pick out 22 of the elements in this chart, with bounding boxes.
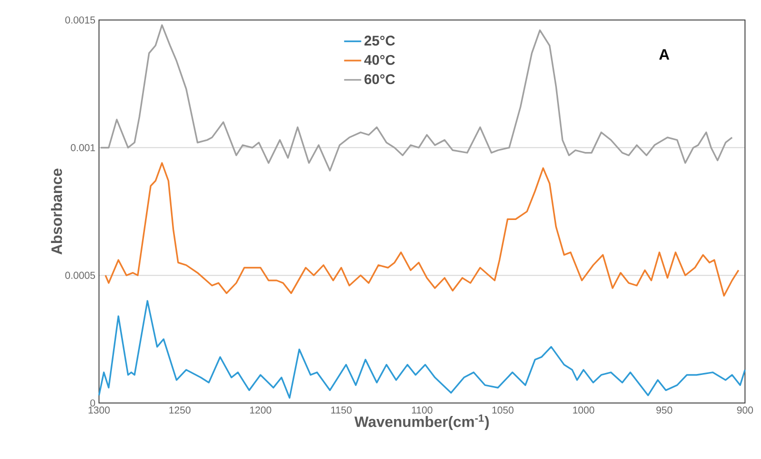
legend-label: 25°C: [364, 36, 395, 46]
x-tick-label: 1200: [250, 406, 272, 414]
annotation: A: [659, 49, 670, 60]
y-tick-label: 0.0005: [65, 272, 96, 279]
line-series: [98, 300, 746, 399]
x-axis-title: Wavenumber(cm$^{-1}$): [354, 414, 489, 430]
line-series: [104, 162, 740, 297]
x-tick-label: 1000: [573, 406, 594, 414]
y-tick-label: 0.0015: [65, 16, 96, 24]
x-tick-label: 1250: [169, 406, 190, 414]
legend-label: 60°C: [364, 74, 395, 84]
x-tick-label: 1300: [88, 406, 110, 414]
y-tick-label: 0: [90, 399, 96, 407]
line-series: [100, 24, 733, 172]
legend-label: 40°C: [364, 54, 395, 65]
y-axis-title: Absorbance: [50, 168, 62, 254]
x-tick-label: 900: [737, 406, 753, 414]
x-tick-label: 950: [656, 406, 672, 414]
x-tick-label: 1050: [492, 406, 514, 414]
x-tick-label: 1150: [331, 406, 352, 414]
y-tick-label: 0.001: [70, 144, 95, 152]
x-tick-label: 1100: [412, 406, 432, 414]
